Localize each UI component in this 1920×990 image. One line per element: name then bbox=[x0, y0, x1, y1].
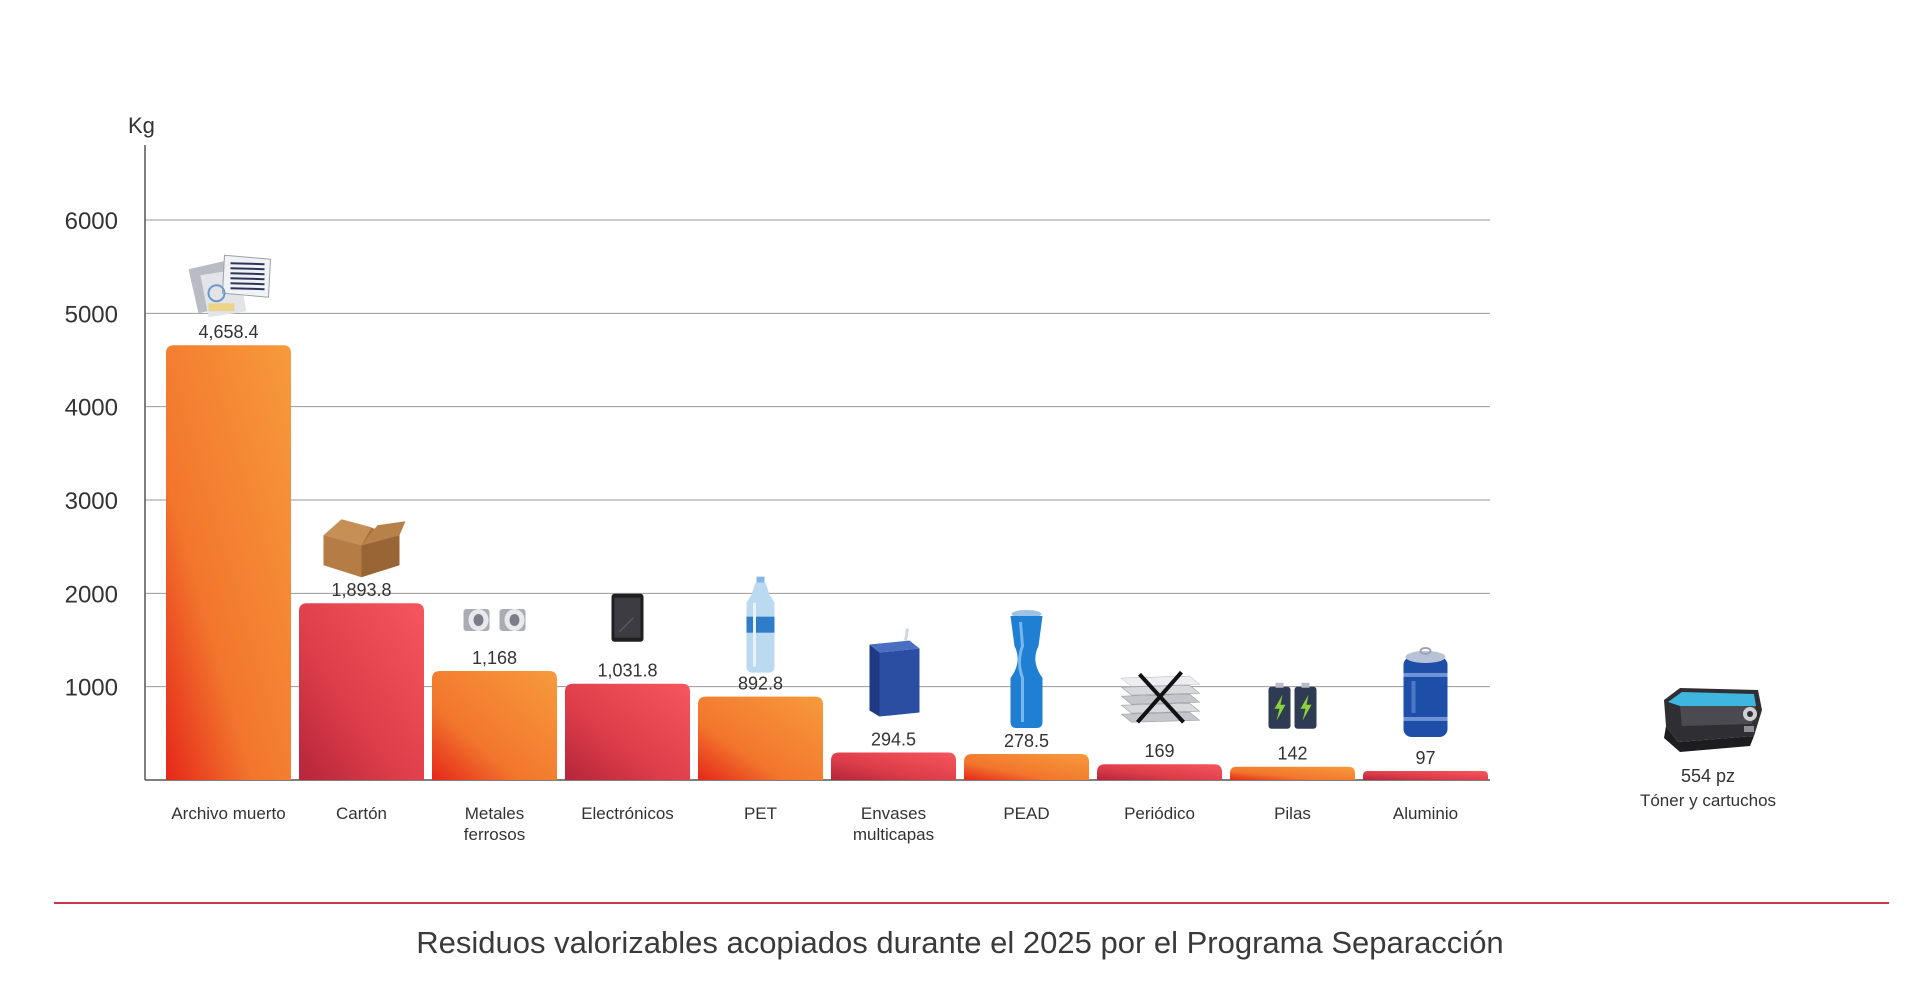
data-label: 1,168 bbox=[472, 648, 517, 668]
x-tick-label: Periódico bbox=[1124, 804, 1195, 823]
data-label: 1,031.8 bbox=[597, 661, 657, 681]
x-tick-label: Cartón bbox=[336, 804, 387, 823]
toner-category-label: Tóner y cartuchos bbox=[1639, 791, 1777, 810]
x-tick-label: PET bbox=[744, 804, 777, 823]
pet-bottle-icon bbox=[746, 576, 775, 673]
y-tick-label: 1000 bbox=[65, 675, 118, 702]
data-label: 1,893.8 bbox=[331, 580, 391, 600]
cardboard-box-icon bbox=[323, 519, 406, 578]
x-tick-label: PEAD bbox=[1003, 804, 1049, 823]
bar bbox=[1097, 764, 1222, 780]
data-label: 294.5 bbox=[871, 730, 916, 750]
bar bbox=[565, 683, 690, 780]
data-label: 169 bbox=[1144, 741, 1174, 761]
tablet-icon bbox=[611, 593, 644, 642]
tetra-pack-icon bbox=[869, 628, 920, 717]
x-tick-label: Electrónicos bbox=[581, 804, 674, 823]
y-tick-label: 3000 bbox=[65, 488, 118, 515]
y-axis-unit-label: Kg bbox=[128, 113, 155, 138]
bar bbox=[1363, 770, 1488, 780]
paper-documents-icon bbox=[188, 254, 272, 318]
bar bbox=[964, 754, 1089, 780]
y-tick-label: 2000 bbox=[65, 581, 118, 608]
bar bbox=[831, 752, 956, 780]
toner-cartridge-icon bbox=[1664, 688, 1762, 752]
data-label: 142 bbox=[1277, 744, 1307, 764]
bar bbox=[166, 345, 291, 780]
x-tick-label: Envases bbox=[861, 804, 926, 823]
footer-divider bbox=[54, 902, 1889, 904]
data-label: 892.8 bbox=[738, 674, 783, 694]
y-tick-label: 6000 bbox=[65, 208, 118, 235]
chart-title: Residuos valorizables acopiados durante … bbox=[416, 925, 1504, 960]
y-tick-label: 5000 bbox=[65, 301, 118, 328]
x-tick-label: Aluminio bbox=[1393, 804, 1458, 823]
bar bbox=[1230, 766, 1355, 780]
toner-summary: 554 pz Tóner y cartuchos bbox=[1598, 680, 1818, 811]
y-tick-label: 4000 bbox=[65, 395, 118, 422]
bar bbox=[299, 603, 424, 780]
x-tick-label: Archivo muerto bbox=[171, 804, 285, 823]
metal-pipes-icon bbox=[463, 608, 526, 631]
toner-value-label: 554 pz bbox=[1680, 766, 1736, 786]
aluminum-can-icon bbox=[1403, 646, 1448, 737]
batteries-icon bbox=[1268, 682, 1317, 729]
bar bbox=[432, 670, 557, 780]
bar bbox=[698, 696, 823, 780]
data-label: 4,658.4 bbox=[198, 322, 258, 342]
hdpe-bottle-icon bbox=[1010, 610, 1043, 729]
newspaper-bundle-icon bbox=[1120, 670, 1201, 724]
x-tick-label: multicapas bbox=[853, 825, 934, 844]
data-label: 97 bbox=[1415, 748, 1435, 768]
data-label: 278.5 bbox=[1004, 731, 1049, 751]
x-tick-label: ferrosos bbox=[464, 825, 525, 844]
x-tick-label: Metales bbox=[465, 804, 525, 823]
x-tick-label: Pilas bbox=[1274, 804, 1311, 823]
